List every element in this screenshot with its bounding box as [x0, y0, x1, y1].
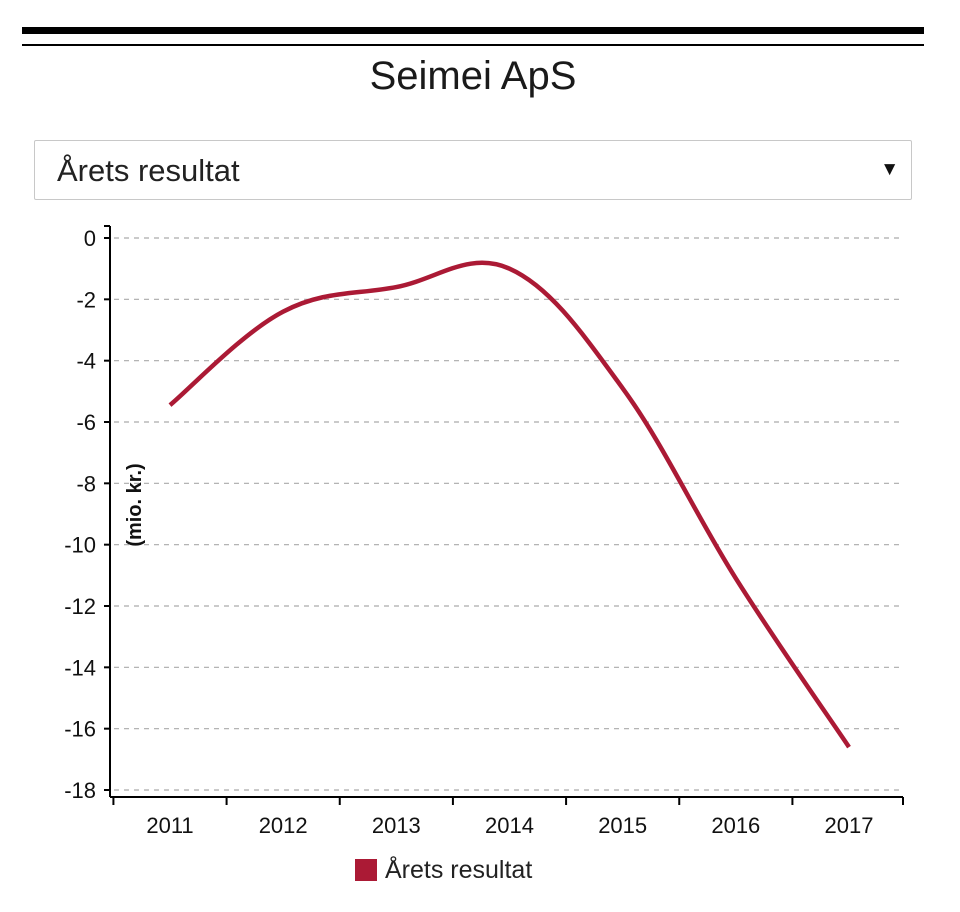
series-layer	[168, 260, 851, 749]
y-tick-label: -6	[76, 410, 96, 435]
legend[interactable]: Årets resultat	[355, 855, 532, 885]
x-tick-label: 2017	[825, 813, 874, 838]
line-chart: 0 -2 -4 -6 -8 -10 -12 -14 -16 -18 2011 2012 2013 2014…	[64, 225, 904, 838]
legend-label: Årets resultat	[385, 855, 533, 884]
y-tick-label: -14	[64, 655, 96, 680]
dropdown-arrow-icon[interactable]: ▼	[880, 159, 899, 180]
page-title: Seimei ApS	[369, 54, 577, 98]
x-tick-label: 2014	[485, 813, 534, 838]
y-tick-label: -4	[76, 349, 96, 374]
x-tick-label: 2016	[711, 813, 760, 838]
y-tick-label: -2	[76, 287, 96, 312]
y-tick-label: -12	[64, 594, 96, 619]
y-tick-label: -18	[64, 778, 96, 803]
metric-select[interactable]: Årets resultat ▼	[34, 140, 912, 200]
axes: 0 -2 -4 -6 -8 -10 -12 -14 -16 -18 2011 2012 2013 2014…	[64, 225, 904, 838]
y-tick-label: -10	[64, 533, 96, 558]
y-axis-label: (mio. kr.)	[124, 463, 146, 546]
y-tick-label: -16	[64, 717, 96, 742]
x-tick-label: 2011	[146, 813, 193, 838]
x-tick-label: 2012	[259, 813, 308, 838]
series-line-0	[168, 260, 851, 749]
top-rule-thick	[22, 27, 924, 34]
top-rule-thin	[22, 44, 924, 46]
x-tick-label: 2015	[598, 813, 647, 838]
y-tick-label: 0	[84, 226, 96, 251]
grid-lines	[114, 237, 903, 791]
metric-select-value: Årets resultat	[57, 153, 240, 188]
x-tick-label: 2013	[372, 813, 421, 838]
y-tick-label: -8	[76, 471, 96, 496]
legend-swatch	[355, 859, 377, 881]
